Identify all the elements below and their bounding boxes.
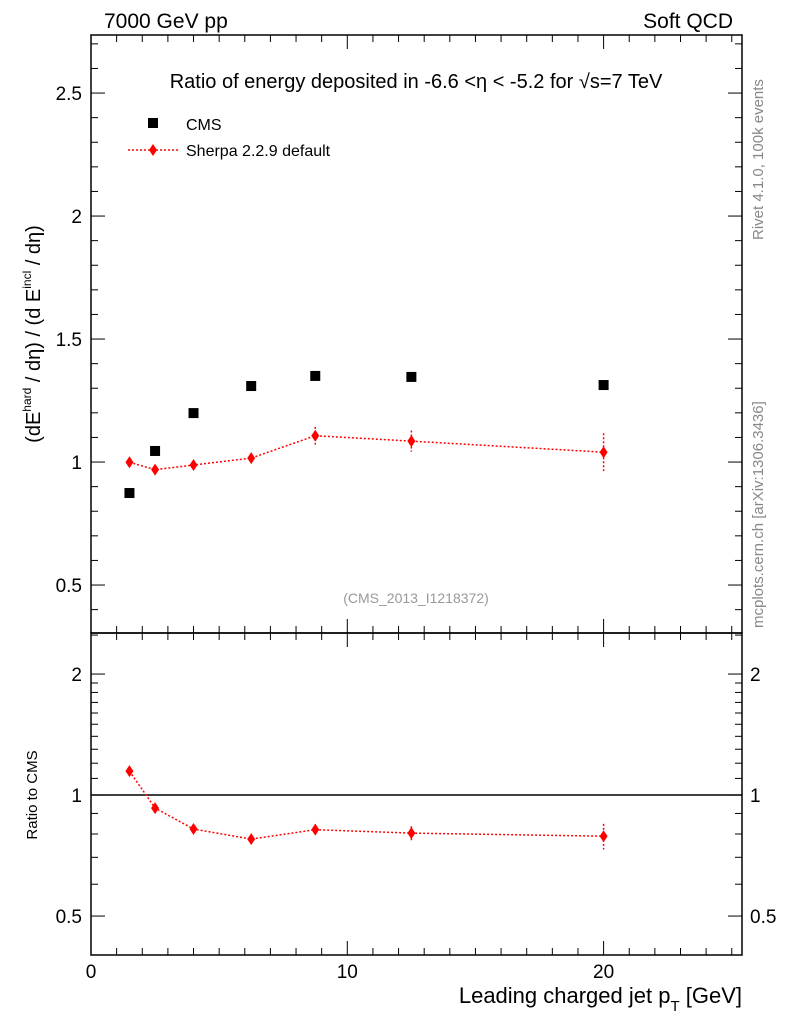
- legend-cms-label: CMS: [186, 117, 222, 134]
- ratio-point: [189, 823, 198, 836]
- ratio-point: [407, 827, 416, 840]
- cms-point: [150, 445, 161, 456]
- x-axis-label: Leading charged jet pT [GeV]: [459, 983, 742, 1015]
- rivet-label: Rivet 4.1.0, 100k events: [750, 79, 767, 240]
- ratio-point: [151, 802, 160, 815]
- sherpa-point: [151, 463, 160, 476]
- ratio-point: [311, 823, 320, 836]
- sherpa-point: [407, 435, 416, 448]
- legend-sherpa-marker: [149, 144, 157, 156]
- sherpa-line: [129, 434, 604, 471]
- cms-point: [124, 488, 135, 499]
- ratio-point: [247, 833, 256, 846]
- ratio-line: [128, 770, 604, 840]
- ratio-point: [599, 830, 608, 843]
- ratio-y-tick-label-right: 2: [750, 665, 761, 686]
- axes: 0 10 20 0.5 1 1.5 2 2.5 0.5 0.5 1 1 2 2: [56, 34, 776, 983]
- x-tick-label: 10: [337, 962, 358, 983]
- cms-point: [406, 371, 417, 382]
- ratio-frame: [90, 632, 743, 956]
- header-left: 7000 GeV pp: [104, 10, 228, 33]
- ratio-y-tick-label: 0.5: [56, 907, 82, 928]
- ratio-ylabel: Ratio to CMS: [24, 750, 41, 839]
- sherpa-point: [311, 429, 320, 442]
- y-tick-label: 0.5: [56, 576, 82, 597]
- watermark: (CMS_2013_I1218372): [343, 590, 489, 606]
- cms-point: [598, 380, 609, 391]
- cms-point: [246, 381, 257, 392]
- legend-cms-marker: [148, 118, 158, 128]
- ratio-y-tick-label: 2: [71, 665, 82, 686]
- header-right: Soft QCD: [643, 10, 733, 33]
- sherpa-point: [247, 452, 256, 465]
- ratio-y-tick-label-right: 1: [750, 786, 761, 807]
- y-tick-label: 2.5: [56, 84, 82, 105]
- y-tick-label: 1.5: [56, 330, 82, 351]
- ratio-y-tick-label: 1: [71, 786, 82, 807]
- legend: CMS Sherpa 2.2.9 default: [128, 117, 331, 160]
- x-tick-label: 20: [593, 962, 614, 983]
- cms-point: [188, 408, 199, 419]
- main-ylabel: (dEhard / dη) / (d Eincl / dη): [20, 225, 45, 443]
- legend-sherpa-label: Sherpa 2.2.9 default: [186, 143, 331, 160]
- x-tick-label: 0: [86, 962, 97, 983]
- y-tick-label: 1: [71, 453, 82, 474]
- sherpa-point: [599, 446, 608, 459]
- ratio-y-tick-label-right: 0.5: [750, 907, 776, 928]
- y-tick-label: 2: [71, 207, 82, 228]
- data-marks: [124, 370, 609, 850]
- main-title: Ratio of energy deposited in -6.6 <η < -…: [170, 71, 663, 93]
- sherpa-point: [189, 458, 198, 471]
- sherpa-point: [125, 456, 134, 469]
- mcplots-label: mcplots.cern.ch [arXiv:1306.3436]: [750, 401, 767, 628]
- ratio-point: [125, 765, 134, 778]
- cms-point: [310, 370, 321, 381]
